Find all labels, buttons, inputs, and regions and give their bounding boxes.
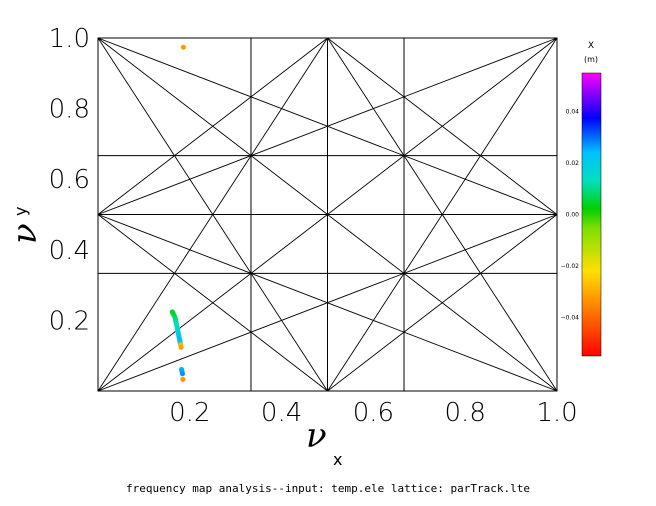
diagonal-resonance-line — [97, 37, 328, 215]
x-tick-label: 0.2 — [169, 398, 210, 428]
y-tick-labels: 0.2 0.4 0.6 0.8 1.0 — [49, 24, 90, 336]
colorbar-tick-labels: 0.04 0.02 0.00 −0.02 −0.04 — [561, 109, 580, 322]
diagonal-resonance-line — [327, 37, 558, 392]
y-tick-label: 0.6 — [49, 165, 90, 195]
y-tick-label: 1.0 — [49, 24, 90, 54]
colorbar: X (m) 0.04 0.02 0.00 −0.02 −0.04 — [561, 41, 602, 357]
colorbar-unit: (m) — [584, 55, 598, 64]
y-axis-symbol: ν — [5, 223, 45, 244]
diagonal-resonance-line — [97, 37, 328, 392]
data-points — [169, 44, 186, 382]
diagonal-resonance-line — [97, 37, 558, 392]
colorbar-title: X — [588, 41, 594, 51]
footer-caption: frequency map analysis--input: temp.ele … — [126, 482, 530, 495]
colorbar-tick-label: −0.02 — [561, 263, 580, 270]
data-point — [180, 44, 186, 50]
y-tick-label: 0.2 — [49, 306, 90, 336]
data-point — [179, 371, 186, 377]
x-axis-subscript: x — [333, 450, 342, 469]
diagonal-resonance-line — [327, 214, 558, 392]
diagonal-resonance-line — [97, 37, 558, 215]
x-tick-label: 0.6 — [353, 398, 394, 428]
diagonal-resonance-line — [97, 214, 558, 392]
y-axis-subscript: y — [11, 207, 30, 216]
colorbar-tick-label: 0.04 — [566, 109, 580, 116]
resonance-lines — [97, 37, 558, 392]
colorbar-tick-label: 0.00 — [566, 212, 580, 219]
colorbar-gradient — [581, 72, 602, 357]
x-axis-label: ν x — [306, 416, 342, 469]
data-point — [180, 376, 186, 382]
y-axis-label: ν y — [5, 207, 45, 244]
x-tick-label: 0.8 — [445, 398, 486, 428]
data-point — [178, 344, 184, 350]
y-tick-label: 0.4 — [49, 236, 90, 266]
x-tick-label: 1.0 — [536, 398, 577, 428]
diagonal-resonance-line — [327, 37, 558, 215]
x-tick-label: 0.4 — [261, 398, 302, 428]
colorbar-tick-label: −0.04 — [561, 314, 580, 321]
x-axis-symbol: ν — [306, 416, 327, 456]
diagonal-resonance-line — [97, 214, 328, 392]
y-tick-label: 0.8 — [49, 95, 90, 125]
colorbar-tick-label: 0.02 — [566, 160, 580, 167]
x-tick-labels: 0.2 0.4 0.6 0.8 1.0 — [169, 398, 578, 428]
